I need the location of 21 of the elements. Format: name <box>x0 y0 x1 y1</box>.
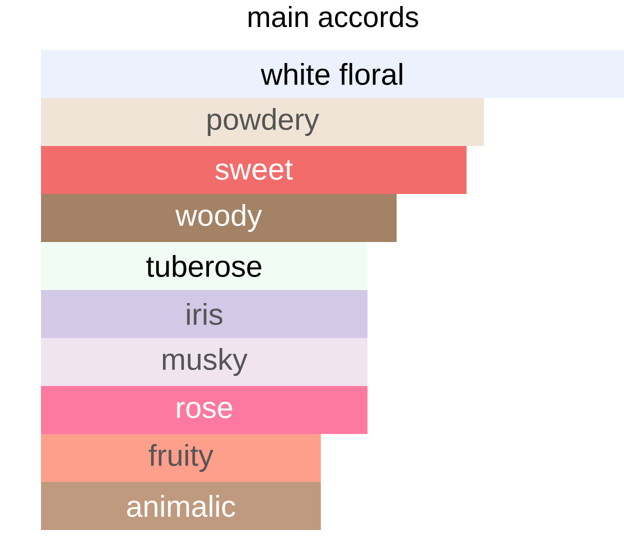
bar <box>41 98 484 146</box>
y-tick-label: powdery <box>208 108 320 136</box>
y-tick-label: tuberose <box>146 254 262 278</box>
bar <box>41 242 368 290</box>
y-tick-label: iris <box>187 302 222 326</box>
bar <box>41 434 321 482</box>
bar <box>41 482 321 530</box>
y-tick-label: fruity <box>148 444 214 472</box>
chart-title: main accords <box>248 6 418 28</box>
bar <box>41 290 368 338</box>
y-tick-label: woody <box>175 204 262 232</box>
y-tick-label: sweet <box>215 160 293 180</box>
y-tick-label: animalic <box>127 494 236 518</box>
bar <box>41 386 368 434</box>
bar <box>41 194 397 242</box>
bar <box>41 50 624 98</box>
y-tick-label: musky <box>162 348 248 376</box>
bar <box>41 338 368 386</box>
y-tick-label: white floral <box>260 62 402 86</box>
bar <box>41 146 467 194</box>
y-tick-label: rose <box>177 402 232 418</box>
